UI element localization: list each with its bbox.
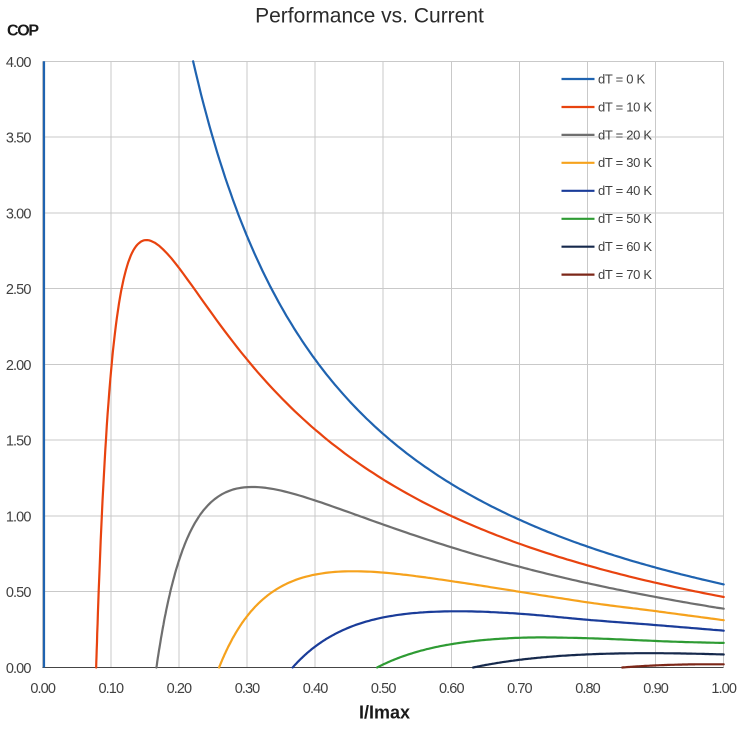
svg-text:dT = 30 K: dT = 30 K: [598, 155, 652, 170]
svg-text:dT = 20 K: dT = 20 K: [598, 127, 652, 142]
svg-text:0.20: 0.20: [167, 681, 192, 697]
svg-text:dT = 50 K: dT = 50 K: [598, 211, 652, 226]
svg-text:0.00: 0.00: [6, 661, 31, 677]
svg-text:3.50: 3.50: [6, 131, 31, 147]
svg-text:0.10: 0.10: [98, 681, 123, 697]
svg-text:1.00: 1.00: [6, 510, 31, 526]
svg-text:0.50: 0.50: [6, 585, 31, 601]
svg-text:0.00: 0.00: [30, 681, 55, 697]
svg-text:2.00: 2.00: [6, 358, 31, 374]
svg-text:2.50: 2.50: [6, 282, 31, 298]
svg-text:dT = 40 K: dT = 40 K: [598, 183, 652, 198]
svg-text:I/Imax: I/Imax: [359, 703, 410, 723]
svg-text:0.90: 0.90: [643, 681, 668, 697]
svg-text:0.30: 0.30: [235, 681, 260, 697]
svg-text:COP: COP: [7, 22, 39, 39]
svg-text:Performance vs. Current: Performance vs. Current: [255, 4, 484, 27]
svg-text:0.40: 0.40: [303, 681, 328, 697]
svg-text:0.60: 0.60: [439, 681, 464, 697]
svg-text:0.80: 0.80: [575, 681, 600, 697]
svg-text:dT = 10 K: dT = 10 K: [598, 99, 652, 114]
svg-text:dT = 0 K: dT = 0 K: [598, 71, 645, 86]
svg-text:dT = 60 K: dT = 60 K: [598, 239, 652, 254]
svg-text:0.50: 0.50: [371, 681, 396, 697]
svg-text:dT = 70 K: dT = 70 K: [598, 267, 652, 282]
svg-text:3.00: 3.00: [6, 206, 31, 222]
svg-text:1.50: 1.50: [6, 434, 31, 450]
svg-text:1.00: 1.00: [711, 681, 736, 697]
svg-text:0.70: 0.70: [507, 681, 532, 697]
svg-text:4.00: 4.00: [6, 55, 31, 71]
